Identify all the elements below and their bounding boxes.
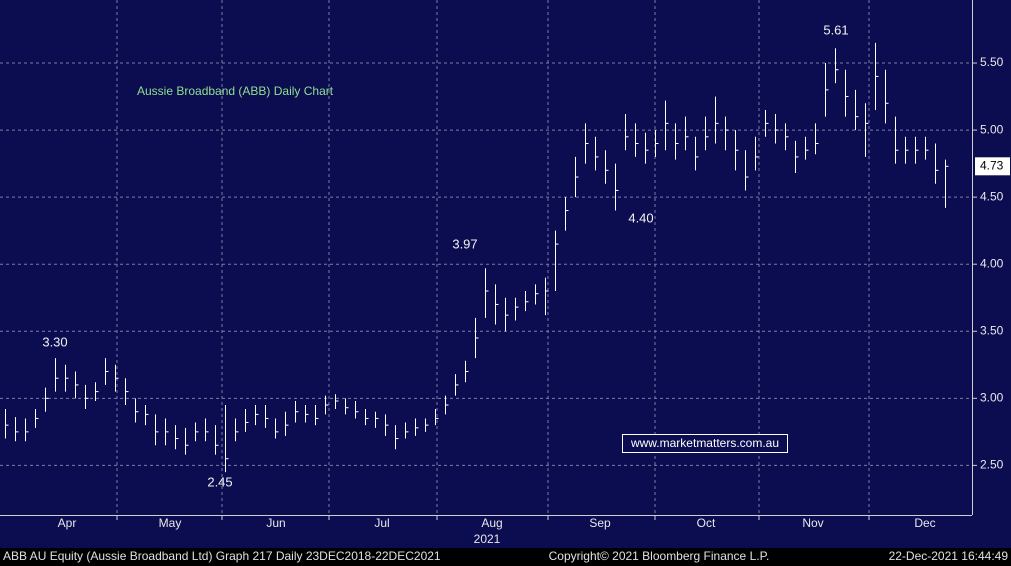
chart-title: Aussie Broadband (ABB) Daily Chart	[137, 84, 334, 98]
watermark: www.marketmatters.com.au	[630, 436, 779, 450]
watermark-box	[622, 434, 788, 453]
footer-center: Copyright© 2021 Bloomberg Finance L.P.	[549, 549, 770, 563]
y-tick-label: 5.50	[980, 55, 1004, 69]
x-tick-label: Jun	[266, 516, 285, 530]
x-tick-label: Aug	[481, 516, 502, 530]
x-tick-label: May	[159, 516, 182, 530]
axes: 2.50 3.00 3.50 4.00 4.50 5.00 5.50 Apr May Jun Jul…	[58, 55, 1010, 530]
x-tick-label: Nov	[802, 516, 823, 530]
y-tick-label: 4.00	[980, 256, 1004, 270]
price-bars	[5, 42, 949, 473]
y-tick-label: 5.00	[980, 122, 1004, 136]
y-tick-label: 3.00	[980, 390, 1004, 404]
annotation: 5.61	[823, 22, 848, 37]
footer-bar	[0, 548, 1011, 566]
y-tick-label: 3.50	[980, 323, 1004, 337]
last-value-box	[975, 157, 1010, 176]
footer-left: ABB AU Equity (Aussie Broadband Ltd) Gra…	[3, 549, 441, 563]
x-tick-label: Apr	[58, 516, 77, 530]
x-tick-label: Dec	[914, 516, 935, 530]
year-label: 2021	[474, 532, 501, 546]
annotation: 3.30	[42, 334, 67, 349]
annotation: 4.40	[628, 210, 653, 225]
x-tick-label: Oct	[697, 516, 716, 530]
last-value-label: 4.73	[980, 158, 1004, 172]
footer-right: 22-Dec-2021 16:44:49	[889, 549, 1009, 563]
y-tick-label: 2.50	[980, 458, 1004, 472]
x-tick-label: Sep	[589, 516, 611, 530]
annotation: 3.97	[452, 236, 477, 251]
annotation: 2.45	[207, 474, 232, 489]
x-tick-label: Jul	[374, 516, 389, 530]
background	[0, 0, 1011, 548]
y-tick-label: 4.50	[980, 189, 1004, 203]
grid	[0, 0, 972, 515]
